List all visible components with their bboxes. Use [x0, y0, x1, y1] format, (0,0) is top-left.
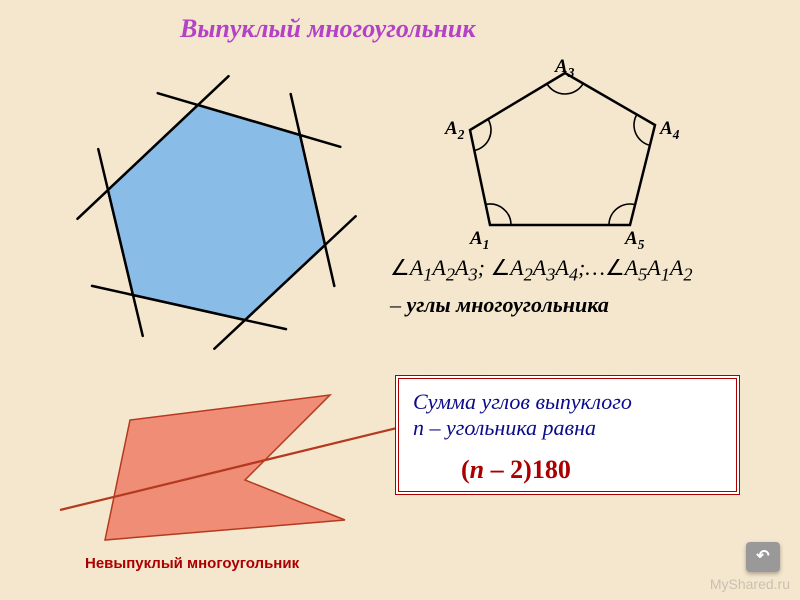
formula-line1: Сумма углов выпуклого — [413, 389, 632, 414]
back-button[interactable]: ↶ — [746, 542, 780, 572]
formula-text: Сумма углов выпуклого n – угольника равн… — [413, 389, 722, 441]
diagram-canvas — [0, 0, 800, 600]
hexagon-shape — [108, 105, 325, 320]
formula-line2: n – угольника равна — [413, 415, 596, 440]
formula-box: Сумма углов выпуклого n – угольника равн… — [395, 375, 740, 495]
pentagon-angle-arc — [474, 119, 491, 150]
pentagon-shape — [470, 73, 655, 225]
nonconvex-shape — [105, 395, 345, 540]
pentagon-angle-arc — [634, 114, 650, 145]
formula-expression: (n – 2)180 — [413, 455, 722, 485]
pentagon-angle-arc — [547, 84, 583, 94]
